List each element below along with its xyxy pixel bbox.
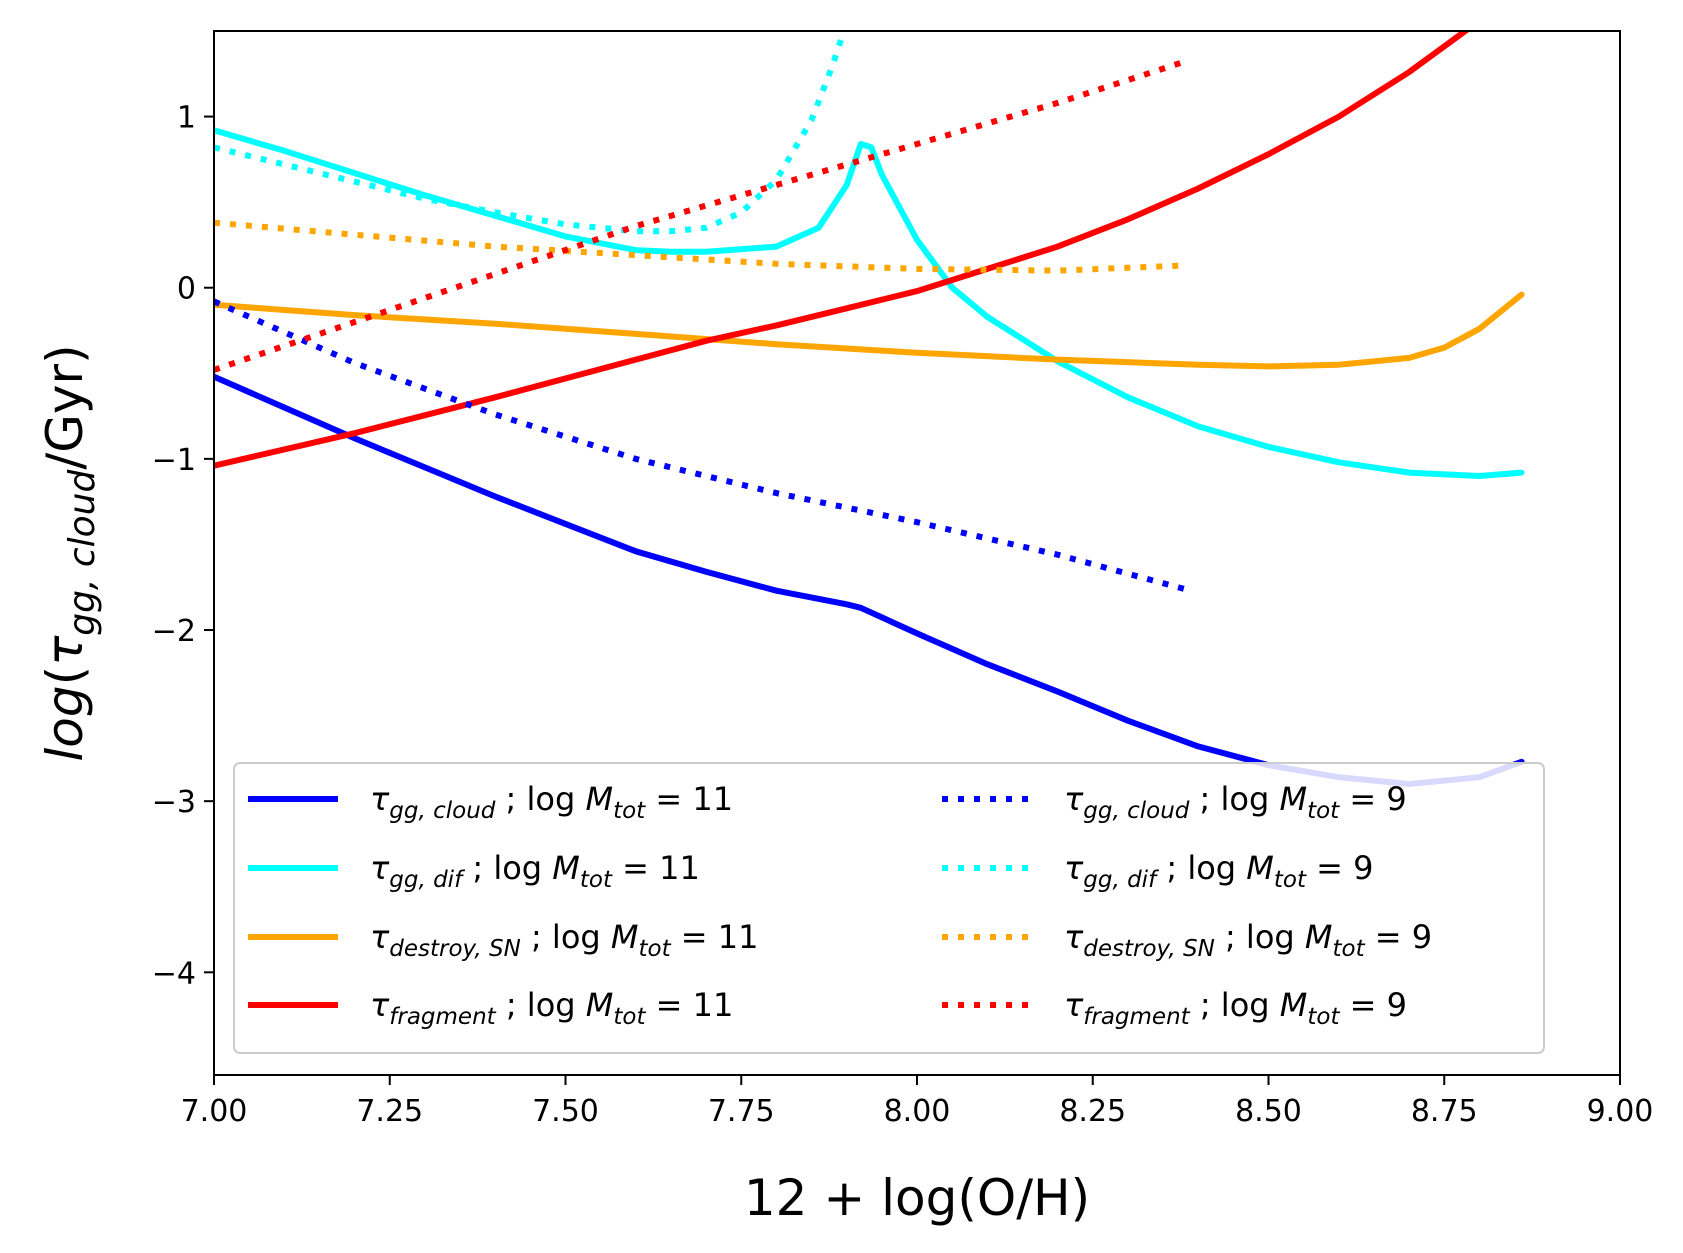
x-tick-label: 8.25	[1059, 1094, 1126, 1129]
x-tick-label: 8.50	[1235, 1094, 1302, 1129]
legend-label: τfragment ; log Mtot = 11	[370, 986, 733, 1030]
legend-entry-destroy-11: τdestroy, SN ; log Mtot = 11	[248, 918, 758, 962]
y-tick-label: −3	[152, 785, 196, 820]
legend-entry-cloud-9: τgg, cloud ; log Mtot = 9	[942, 780, 1407, 824]
series-line-dif-11	[214, 127, 1525, 479]
x-tick-label: 8.00	[884, 1094, 951, 1129]
series-line-destroy-11	[214, 291, 1525, 370]
y-tick-label: 1	[177, 101, 196, 136]
legend-label: τdestroy, SN ; log Mtot = 9	[1064, 918, 1432, 962]
x-tick-label: 8.75	[1411, 1094, 1478, 1129]
legend-label: τgg, dif ; log Mtot = 9	[1064, 849, 1374, 893]
legend-entry-dif-11: τgg, dif ; log Mtot = 11	[248, 849, 700, 893]
x-tick-label: 7.50	[532, 1094, 599, 1129]
legend: τgg, cloud ; log Mtot = 11 τgg, dif ; log…	[233, 762, 1545, 1054]
legend-label: τfragment ; log Mtot = 9	[1064, 986, 1407, 1030]
x-tick-label: 7.00	[181, 1094, 248, 1129]
legend-entry-fragment-11: τfragment ; log Mtot = 11	[248, 986, 733, 1030]
legend-label: τgg, cloud ; log Mtot = 11	[370, 780, 733, 824]
ticks-layer: 7.00 7.25 7.50 7.75 8.00 8.25 8.50 8.75 9.00 1 0 −1…	[152, 101, 1654, 1129]
series-line-dif-9	[214, 31, 848, 235]
y-tick-label: 0	[177, 272, 196, 307]
series-layer	[214, 31, 1525, 787]
x-tick-label: 7.75	[708, 1094, 775, 1129]
x-tick-label: 7.25	[356, 1094, 423, 1129]
x-axis-title: 12 + log(O/H)	[744, 1169, 1090, 1227]
y-tick-label: −4	[152, 956, 196, 991]
legend-entry-fragment-9: τfragment ; log Mtot = 9	[942, 986, 1407, 1030]
series-line-fragment-11	[214, 31, 1471, 469]
series-line-cloud-9	[214, 298, 1185, 592]
y-tick-label: −2	[152, 614, 196, 649]
y-tick-label: −1	[152, 443, 196, 478]
legend-entry-dif-9: τgg, dif ; log Mtot = 9	[942, 849, 1374, 893]
legend-label: τdestroy, SN ; log Mtot = 11	[370, 918, 758, 962]
y-axis-title: log(τgg, cloud/Gyr)	[36, 344, 103, 761]
legend-label: τgg, cloud ; log Mtot = 9	[1064, 780, 1407, 824]
legend-label: τgg, dif ; log Mtot = 11	[370, 849, 700, 893]
legend-box	[233, 762, 1545, 1054]
legend-entry-destroy-9: τdestroy, SN ; log Mtot = 9	[942, 918, 1432, 962]
legend-entry-cloud-11: τgg, cloud ; log Mtot = 11	[248, 780, 733, 824]
x-tick-label: 9.00	[1587, 1094, 1654, 1129]
series-line-destroy-9	[214, 219, 1185, 274]
